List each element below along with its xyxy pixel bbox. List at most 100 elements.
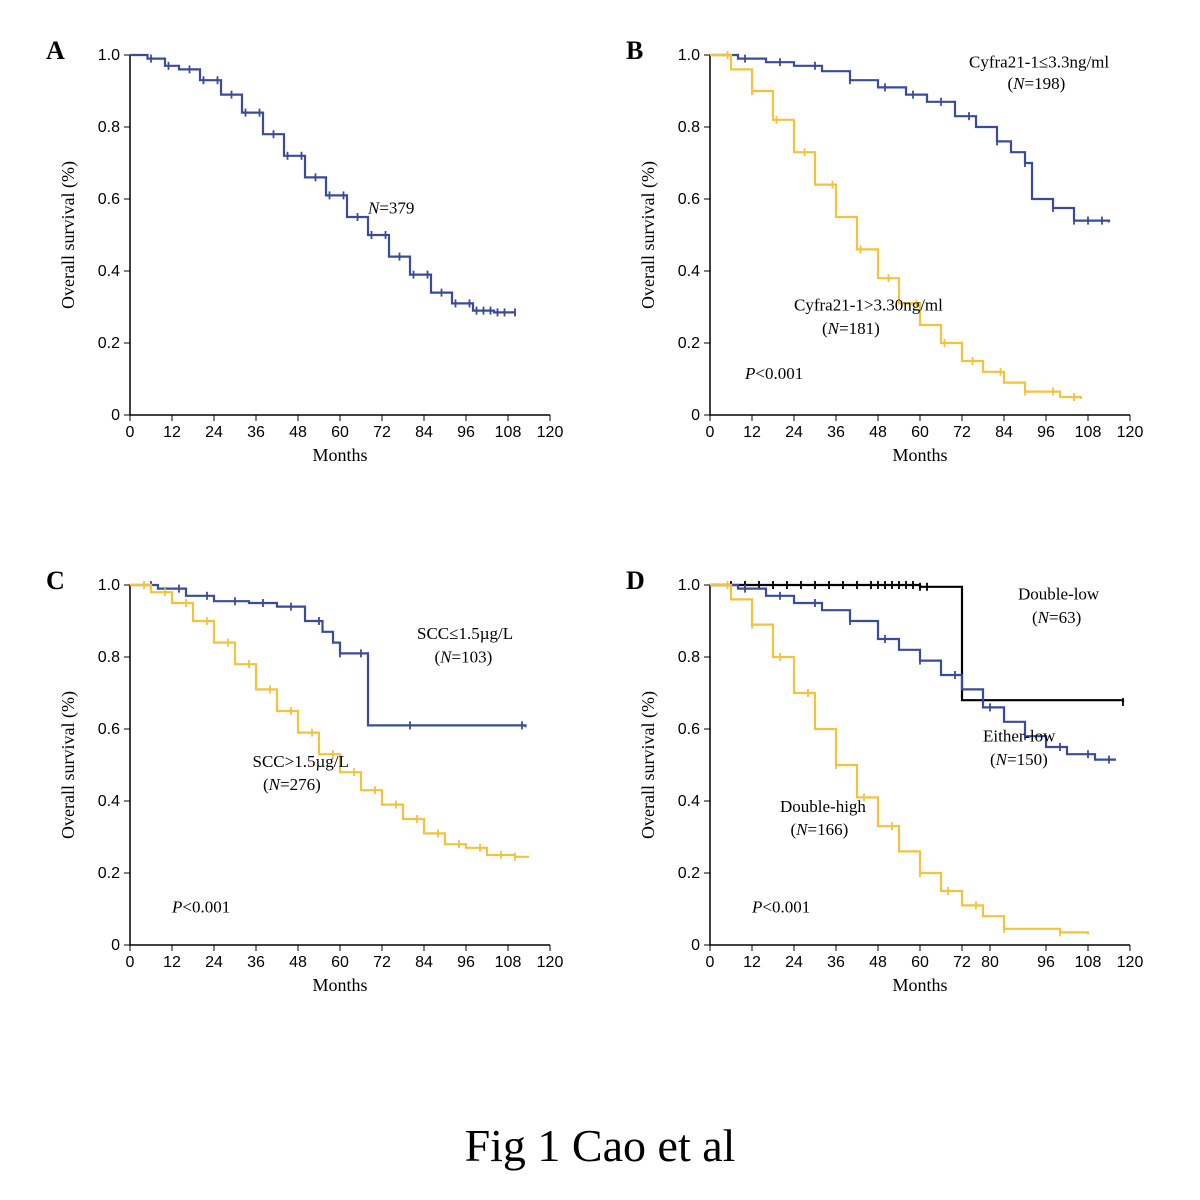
svg-text:Months: Months [892,975,947,995]
svg-text:60: 60 [911,954,929,971]
figure-caption: Fig 1 Cao et al [0,1119,1200,1172]
annotation: SCC>1.5µg/L [253,752,349,771]
panel-letter: D [626,566,645,596]
svg-text:72: 72 [373,954,391,971]
annotation: (N=166) [791,820,849,839]
svg-text:0: 0 [691,937,700,954]
svg-text:120: 120 [1117,424,1144,441]
svg-text:108: 108 [495,424,522,441]
survival-plot: 0 12 24 36 48 60 72 84 96 108 120 0 0.2 0.4 0.6 0.8 1.0 M… [40,30,580,500]
svg-text:36: 36 [827,424,845,441]
svg-text:108: 108 [1075,954,1102,971]
annotation: (N=198) [1008,74,1066,93]
svg-text:Overall survival (%): Overall survival (%) [58,691,79,839]
svg-text:Months: Months [312,975,367,995]
svg-text:0.8: 0.8 [678,119,700,136]
svg-text:12: 12 [743,424,761,441]
panel-a: A 0 12 24 36 48 60 72 84 96 108 120 0 0.2 0.4 0.6 0.8 1.0… [40,30,580,500]
svg-text:0: 0 [111,937,120,954]
svg-text:72: 72 [373,424,391,441]
svg-text:24: 24 [205,424,223,441]
svg-text:Overall survival (%): Overall survival (%) [58,161,79,309]
svg-text:12: 12 [163,424,181,441]
svg-text:12: 12 [743,954,761,971]
svg-text:60: 60 [331,424,349,441]
annotation: P<0.001 [744,364,803,383]
annotation: (N=103) [435,647,493,666]
svg-text:0.2: 0.2 [678,865,700,882]
svg-text:12: 12 [163,954,181,971]
svg-text:0.6: 0.6 [98,721,120,738]
svg-text:0: 0 [126,424,135,441]
svg-text:60: 60 [331,954,349,971]
annotation: P<0.001 [751,898,810,917]
svg-text:Overall survival (%): Overall survival (%) [638,691,659,839]
svg-text:0.8: 0.8 [98,649,120,666]
svg-text:Overall survival (%): Overall survival (%) [638,161,659,309]
annotation: P<0.001 [171,898,230,917]
annotation: Double-high [780,797,866,816]
svg-text:1.0: 1.0 [678,47,700,64]
panel-d: D0122436486072809610812000.20.40.60.81.0… [620,560,1160,1030]
svg-text:48: 48 [289,954,307,971]
svg-text:84: 84 [415,954,433,971]
svg-text:0.4: 0.4 [98,793,120,810]
svg-text:Months: Months [312,445,367,465]
svg-text:72: 72 [953,424,971,441]
svg-text:0.4: 0.4 [678,793,700,810]
svg-text:0.8: 0.8 [678,649,700,666]
panel-letter: A [46,36,65,66]
svg-text:0.6: 0.6 [678,191,700,208]
annotation: Cyfra21-1>3.30ng/ml [794,296,943,315]
svg-text:120: 120 [1117,954,1144,971]
svg-text:0.4: 0.4 [98,263,120,280]
svg-text:108: 108 [1075,424,1102,441]
annotation: SCC≤1.5µg/L [417,624,513,643]
svg-text:0.8: 0.8 [98,119,120,136]
svg-text:0: 0 [126,954,135,971]
svg-text:1.0: 1.0 [98,47,120,64]
svg-text:84: 84 [995,424,1013,441]
annotation: Double-low [1018,584,1100,603]
svg-text:60: 60 [911,424,929,441]
svg-text:96: 96 [457,954,475,971]
km-curve [710,55,1081,399]
svg-text:1.0: 1.0 [98,577,120,594]
svg-text:48: 48 [289,424,307,441]
svg-text:120: 120 [537,424,564,441]
svg-text:1.0: 1.0 [678,577,700,594]
svg-text:48: 48 [869,954,887,971]
svg-text:0.2: 0.2 [98,335,120,352]
svg-text:120: 120 [537,954,564,971]
survival-plot: 0122436486072849610812000.20.40.60.81.0M… [620,30,1160,500]
panel-b: B0122436486072849610812000.20.40.60.81.0… [620,30,1160,500]
svg-text:0: 0 [706,954,715,971]
svg-text:48: 48 [869,424,887,441]
svg-text:0: 0 [706,424,715,441]
svg-text:0.2: 0.2 [98,865,120,882]
annotation: N=379 [367,198,414,217]
svg-text:80: 80 [981,954,999,971]
annotation: (N=276) [263,775,321,794]
svg-text:24: 24 [205,954,223,971]
svg-text:96: 96 [457,424,475,441]
svg-text:36: 36 [247,424,265,441]
svg-text:0: 0 [111,407,120,424]
svg-text:Months: Months [892,445,947,465]
svg-text:0.6: 0.6 [678,721,700,738]
svg-text:0.6: 0.6 [98,191,120,208]
svg-text:96: 96 [1037,954,1055,971]
annotation: Either-low [983,727,1056,746]
km-curve [130,55,515,312]
panel-letter: C [46,566,65,596]
annotation: (N=181) [822,319,880,338]
svg-text:72: 72 [953,954,971,971]
annotation: (N=63) [1032,608,1081,627]
annotation: (N=150) [990,750,1048,769]
svg-text:24: 24 [785,954,803,971]
svg-text:24: 24 [785,424,803,441]
panel-letter: B [626,36,643,66]
svg-text:0: 0 [691,407,700,424]
svg-text:96: 96 [1037,424,1055,441]
svg-text:84: 84 [415,424,433,441]
